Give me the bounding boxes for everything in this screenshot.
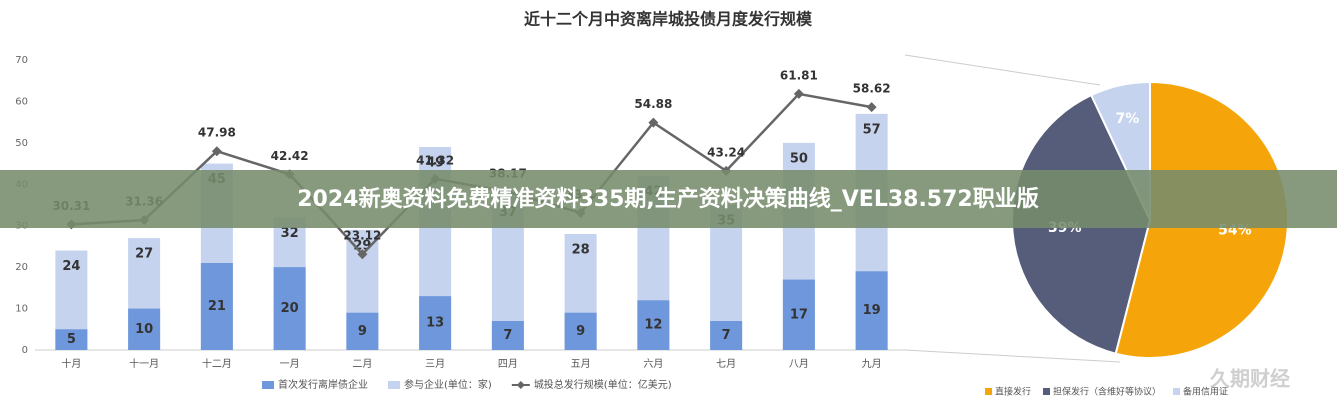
legend-swatch [516, 381, 525, 389]
line-label: 47.98 [198, 126, 236, 140]
bar-label: 49 [426, 156, 444, 171]
bar-label: 9 [358, 324, 367, 339]
line-label: 54.88 [634, 97, 672, 111]
line-marker [211, 146, 222, 157]
legend-swatch [1043, 388, 1051, 395]
line-marker [648, 117, 659, 128]
x-tick-label: 十月 [61, 357, 81, 370]
bar [55, 329, 88, 350]
bar [200, 263, 233, 350]
line-label: 41.32 [416, 153, 454, 167]
bar-label: 7 [722, 328, 731, 343]
bar-label: 20 [281, 301, 299, 316]
bar-label: 50 [790, 151, 808, 166]
y-tick-label: 70 [15, 55, 28, 66]
legend-label: 首次发行离岸债企业 [278, 378, 368, 391]
banner-bg [0, 170, 1337, 228]
legend-swatch [985, 388, 992, 395]
line-marker [866, 102, 877, 113]
pie-label: 7% [1116, 111, 1140, 127]
bar [637, 300, 670, 350]
x-tick-label: 六月 [643, 358, 663, 370]
bar-label: 10 [135, 322, 153, 337]
line-marker [793, 88, 804, 99]
bar [782, 279, 815, 350]
bar-label: 7 [503, 328, 512, 343]
legend-swatch [262, 381, 274, 389]
x-tick-label: 一月 [280, 358, 300, 370]
bar [273, 267, 306, 350]
bar-label: 24 [62, 259, 80, 274]
x-tick-label: 二月 [352, 358, 372, 370]
line-marker [357, 249, 368, 260]
x-tick-label: 九月 [862, 358, 882, 370]
x-tick-label: 八月 [789, 358, 809, 370]
bar-label: 19 [863, 303, 881, 318]
line-label: 58.62 [853, 82, 891, 96]
watermark: 久期财经 [1210, 367, 1290, 391]
legend-swatch [388, 381, 400, 389]
line-label: 42.42 [271, 149, 309, 163]
bar [710, 321, 743, 350]
x-tick-label: 十一月 [129, 357, 159, 370]
x-tick-label: 四月 [498, 358, 518, 370]
y-tick-label: 0 [22, 345, 28, 356]
bar-label: 13 [426, 316, 444, 331]
line-label: 23.12 [343, 229, 381, 243]
legend-label: 直接发行 [995, 386, 1031, 398]
x-tick-label: 七月 [716, 358, 736, 370]
bar [346, 312, 379, 350]
bar [564, 312, 597, 350]
x-tick-label: 三月 [425, 358, 445, 370]
bar-label: 12 [644, 318, 662, 333]
bar-label: 9 [576, 324, 585, 339]
legend-label: 备用信用证 [1183, 386, 1228, 398]
chart-title: 近十二个月中资离岸城投债月度发行规模 [524, 10, 813, 29]
bar-label: 27 [135, 247, 153, 262]
line-label: 43.24 [707, 145, 745, 159]
bar [128, 308, 161, 350]
bar-label: 28 [572, 243, 590, 258]
banner-text: 2024新奥资料免费精准资料335期,生产资料决策曲线_VEL38.572职业版 [297, 186, 1038, 212]
zoom-line [904, 349, 1121, 363]
legend-label: 城投总发行规模(单位：亿美元) [534, 378, 672, 391]
pie: 54%39%7%直接发行 担保发行（含维好等协议） 备用信用证 [985, 80, 1289, 398]
bar-label: 32 [281, 226, 299, 241]
bar-label: 17 [790, 307, 808, 322]
legend-swatch [1173, 388, 1181, 395]
y-tick-label: 20 [15, 262, 28, 273]
bar [491, 321, 524, 350]
bar [855, 271, 888, 350]
bar-label: 57 [863, 122, 881, 137]
zoom-line [904, 54, 1101, 86]
y-tick-label: 10 [15, 304, 28, 315]
legend-label: 担保发行（含维好等协议） [1053, 386, 1161, 398]
legend-label: 参与企业(单位：家) [404, 378, 492, 391]
x-tick-label: 十二月 [202, 357, 232, 370]
bar-label: 5 [67, 332, 76, 347]
bar [419, 296, 452, 350]
y-tick-label: 50 [15, 138, 28, 149]
bar-label: 21 [208, 299, 226, 314]
plot: 010203040506070十月十一月十二月一月二月三月四月五月六月七月八月九… [15, 55, 908, 391]
x-tick-label: 五月 [571, 358, 591, 370]
y-tick-label: 60 [15, 96, 28, 107]
line-label: 61.81 [780, 68, 818, 82]
